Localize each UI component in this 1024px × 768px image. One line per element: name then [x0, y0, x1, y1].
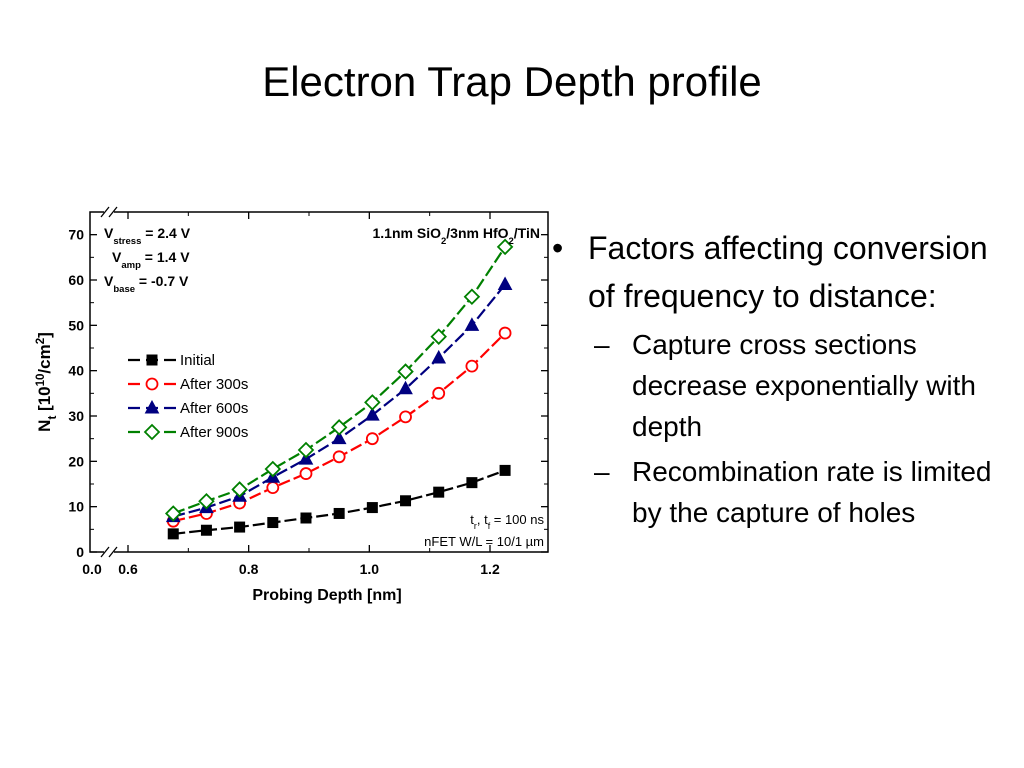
data-point: [198, 492, 215, 510]
data-point: [267, 517, 279, 529]
legend-label: Initial: [180, 352, 215, 369]
data-point: [330, 419, 348, 436]
x-axis-label: Probing Depth [nm]: [252, 587, 401, 604]
data-point: [430, 328, 447, 345]
data-point: [496, 238, 514, 256]
data-point: [365, 432, 379, 446]
legend-marker: [146, 354, 158, 366]
data-point: [465, 359, 479, 373]
data-point: [463, 288, 481, 306]
legend-label: After 600s: [180, 400, 248, 417]
legend-marker: [143, 423, 161, 441]
axis-break-gap: [104, 208, 114, 216]
data-point: [234, 521, 246, 533]
data-point: [466, 477, 478, 489]
bullet-dot-icon: •: [552, 230, 564, 266]
y-tick-label: 20: [68, 453, 84, 469]
data-point: [231, 481, 248, 498]
plot-frame: [89, 211, 549, 553]
legend-marker: [144, 399, 160, 414]
data-point: [433, 486, 445, 498]
data-point: [498, 326, 512, 340]
data-point: [332, 450, 346, 464]
data-point: [432, 386, 446, 400]
timing-label: tr, tf = 100 ns: [470, 512, 544, 531]
fet-label: nFET W/L = 10/1 µm: [424, 534, 544, 549]
sub-bullet-text: Recombination rate is limited by the cap…: [632, 456, 992, 528]
stress-condition: Vamp = 1.4 V: [112, 249, 190, 271]
data-point: [499, 464, 511, 476]
legend-marker: [145, 377, 159, 391]
data-point: [297, 441, 315, 459]
data-point: [431, 349, 447, 364]
data-point: [299, 467, 313, 480]
data-point: [497, 276, 513, 291]
y-tick-label: 50: [68, 317, 84, 333]
data-point: [399, 410, 412, 424]
chart: 0 10 20 30 40 50 60 70 0.0 0.6 0.8 1.0 1.2 Probing De…: [0, 190, 560, 630]
x-tick-label: 0.8: [239, 561, 259, 577]
data-point: [400, 495, 412, 507]
chart-svg: 0 10 20 30 40 50 60 70 0.0 0.6 0.8 1.0 1.2 Probing De…: [35, 206, 549, 604]
data-point: [266, 481, 280, 495]
y-tick-label: 30: [68, 408, 84, 424]
dash-icon: –: [594, 456, 610, 487]
device-stack-label: 1.1nm SiO2/3nm HfO2/TiN: [373, 225, 541, 247]
data-point: [365, 407, 380, 421]
stress-condition: Vbase = -0.7 V: [104, 273, 189, 295]
data-point: [333, 507, 345, 519]
axis-break-mark: [108, 546, 118, 558]
data-point: [464, 317, 480, 331]
y-tick-label: 0: [76, 544, 84, 560]
y-tick-label: 60: [68, 272, 84, 288]
data-point: [364, 394, 381, 411]
data-point: [397, 363, 414, 380]
legend-label: After 900s: [180, 424, 248, 441]
y-tick-label: 40: [68, 363, 84, 379]
data-point: [167, 528, 179, 540]
stress-condition: Vstress = 2.4 V: [104, 225, 191, 247]
data-point: [300, 512, 312, 524]
y-tick-label: 70: [68, 227, 84, 243]
data-point: [200, 524, 212, 536]
data-point: [366, 502, 378, 514]
y-axis-label: Nt [1010/cm2]: [35, 332, 59, 432]
data-point: [398, 380, 413, 395]
sub-bullet-1: – Capture cross sections decrease expone…: [552, 324, 1022, 447]
legend-label: After 300s: [180, 376, 248, 393]
bullet-main: • Factors affecting conversion of freque…: [552, 224, 1022, 320]
data-point: [331, 430, 347, 445]
bullet-list: • Factors affecting conversion of freque…: [552, 224, 1022, 533]
slide-title: Electron Trap Depth profile: [262, 58, 762, 105]
axis-break-mark: [100, 546, 110, 558]
x-tick-label: 1.0: [360, 561, 380, 577]
bullet-main-text: Factors affecting conversion of frequenc…: [588, 230, 988, 314]
sub-bullet-2: – Recombination rate is limited by the c…: [552, 451, 1022, 533]
axis-break-mark: [100, 206, 110, 218]
x-tick-label: 0.6: [118, 561, 138, 577]
data-point: [264, 460, 282, 478]
axis-break-gap: [104, 548, 114, 556]
data-point: [164, 505, 182, 522]
sub-bullet-text: Capture cross sections decrease exponent…: [632, 329, 976, 442]
dash-icon: –: [594, 329, 610, 360]
y-tick-label: 10: [68, 499, 84, 515]
axis-break-mark: [108, 206, 118, 218]
x-tick-label: 0.0: [82, 561, 102, 577]
x-tick-label: 1.2: [480, 561, 500, 577]
